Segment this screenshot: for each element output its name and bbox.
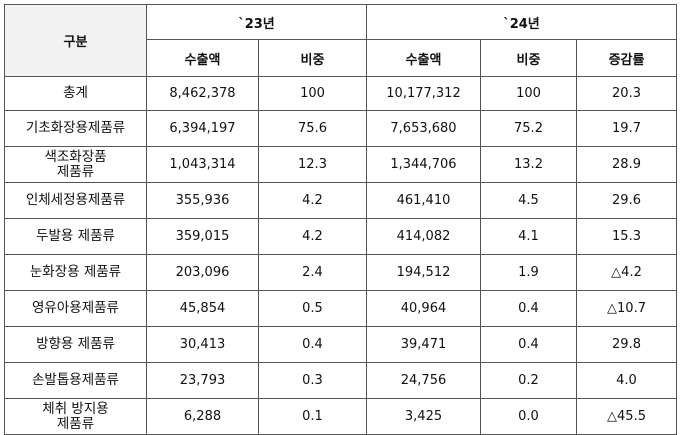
row-category: 체취 방지용 제품류 xyxy=(4,398,147,435)
change-rate: 20.3 xyxy=(575,76,678,111)
table-row: 인체세정용제품류 355,936 4.2 461,410 4.5 29.6 xyxy=(4,182,678,219)
export-2023: 359,015 xyxy=(146,218,259,255)
share-2023: 0.4 xyxy=(258,326,367,363)
table-row: 두발용 제품류 359,015 4.2 414,082 4.1 15.3 xyxy=(4,218,678,255)
share-2023: 100 xyxy=(258,76,367,111)
header-share-2024: 비중 xyxy=(480,39,577,77)
export-2024: 194,512 xyxy=(366,254,481,291)
share-2024: 0.4 xyxy=(480,326,577,363)
share-2023: 4.2 xyxy=(258,218,367,255)
export-2023: 6,288 xyxy=(146,398,259,435)
row-category: 인체세정용제품류 xyxy=(4,182,147,219)
table-row: 총계 8,462,378 100 10,177,312 100 20.3 xyxy=(4,76,678,111)
row-category: 눈화장용 제품류 xyxy=(4,254,147,291)
share-2023: 75.6 xyxy=(258,110,367,147)
table-row: 방향용 제품류 30,413 0.4 39,471 0.4 29.8 xyxy=(4,326,678,363)
row-category: 손발톱용제품류 xyxy=(4,362,147,399)
export-table-container: 구분 `23년 `24년 수출액 비중 수출액 비중 증감률 총계 8,462,3… xyxy=(4,4,678,435)
share-2024: 100 xyxy=(480,76,577,111)
export-2024: 1,344,706 xyxy=(366,146,481,183)
table-row: 체취 방지용 제품류 6,288 0.1 3,425 0.0 △45.5 xyxy=(4,398,678,435)
share-2023: 12.3 xyxy=(258,146,367,183)
export-2023: 6,394,197 xyxy=(146,110,259,147)
export-2024: 3,425 xyxy=(366,398,481,435)
header-year-2023: `23년 xyxy=(146,4,367,40)
row-category: 영유아용제품류 xyxy=(4,290,147,327)
export-2023: 1,043,314 xyxy=(146,146,259,183)
share-2023: 0.1 xyxy=(258,398,367,435)
change-rate: 29.6 xyxy=(575,182,678,219)
export-2024: 40,964 xyxy=(366,290,481,327)
header-category: 구분 xyxy=(4,4,147,77)
row-category: 총계 xyxy=(4,76,147,111)
export-2023: 203,096 xyxy=(146,254,259,291)
share-2024: 0.4 xyxy=(480,290,577,327)
change-rate: 19.7 xyxy=(575,110,678,147)
export-2023: 355,936 xyxy=(146,182,259,219)
table-row: 눈화장용 제품류 203,096 2.4 194,512 1.9 △4.2 xyxy=(4,254,678,291)
table-body: 총계 8,462,378 100 10,177,312 100 20.3 기초화장용제품류 6… xyxy=(4,76,678,435)
table-row: 기초화장용제품류 6,394,197 75.6 7,653,680 75.2 19.7 xyxy=(4,110,678,147)
change-rate: 29.8 xyxy=(575,326,678,363)
export-2023: 8,462,378 xyxy=(146,76,259,111)
share-2023: 2.4 xyxy=(258,254,367,291)
share-2024: 4.5 xyxy=(480,182,577,219)
share-2023: 0.5 xyxy=(258,290,367,327)
export-2024: 414,082 xyxy=(366,218,481,255)
share-2024: 1.9 xyxy=(480,254,577,291)
table-row: 영유아용제품류 45,854 0.5 40,964 0.4 △10.7 xyxy=(4,290,678,327)
share-2024: 0.2 xyxy=(480,362,577,399)
header-export-2023: 수출액 xyxy=(146,39,259,77)
export-2024: 24,756 xyxy=(366,362,481,399)
row-category: 기초화장용제품류 xyxy=(4,110,147,147)
table-row: 손발톱용제품류 23,793 0.3 24,756 0.2 4.0 xyxy=(4,362,678,399)
change-rate: △4.2 xyxy=(575,254,678,291)
row-category: 색조화장품 제품류 xyxy=(4,146,147,183)
share-2024: 0.0 xyxy=(480,398,577,435)
export-2024: 461,410 xyxy=(366,182,481,219)
share-2024: 13.2 xyxy=(480,146,577,183)
share-2023: 4.2 xyxy=(258,182,367,219)
change-rate: △10.7 xyxy=(575,290,678,327)
header-export-2024: 수출액 xyxy=(366,39,481,77)
cosmetics-export-table: 구분 `23년 `24년 수출액 비중 수출액 비중 증감률 총계 8,462,3… xyxy=(4,4,678,435)
table-row: 색조화장품 제품류 1,043,314 12.3 1,344,706 13.2 28.9 xyxy=(4,146,678,183)
header-change-rate: 증감률 xyxy=(575,39,678,77)
export-2024: 39,471 xyxy=(366,326,481,363)
row-category: 두발용 제품류 xyxy=(4,218,147,255)
export-2023: 23,793 xyxy=(146,362,259,399)
row-category: 방향용 제품류 xyxy=(4,326,147,363)
export-2024: 10,177,312 xyxy=(366,76,481,111)
header-year-2024: `24년 xyxy=(365,4,678,40)
share-2024: 4.1 xyxy=(480,218,577,255)
change-rate: 15.3 xyxy=(575,218,678,255)
header-share-2023: 비중 xyxy=(258,39,367,77)
share-2024: 75.2 xyxy=(480,110,577,147)
share-2023: 0.3 xyxy=(258,362,367,399)
change-rate: 28.9 xyxy=(575,146,678,183)
change-rate: 4.0 xyxy=(575,362,678,399)
export-2023: 45,854 xyxy=(146,290,259,327)
export-2024: 7,653,680 xyxy=(366,110,481,147)
export-2023: 30,413 xyxy=(146,326,259,363)
change-rate: △45.5 xyxy=(575,398,678,435)
